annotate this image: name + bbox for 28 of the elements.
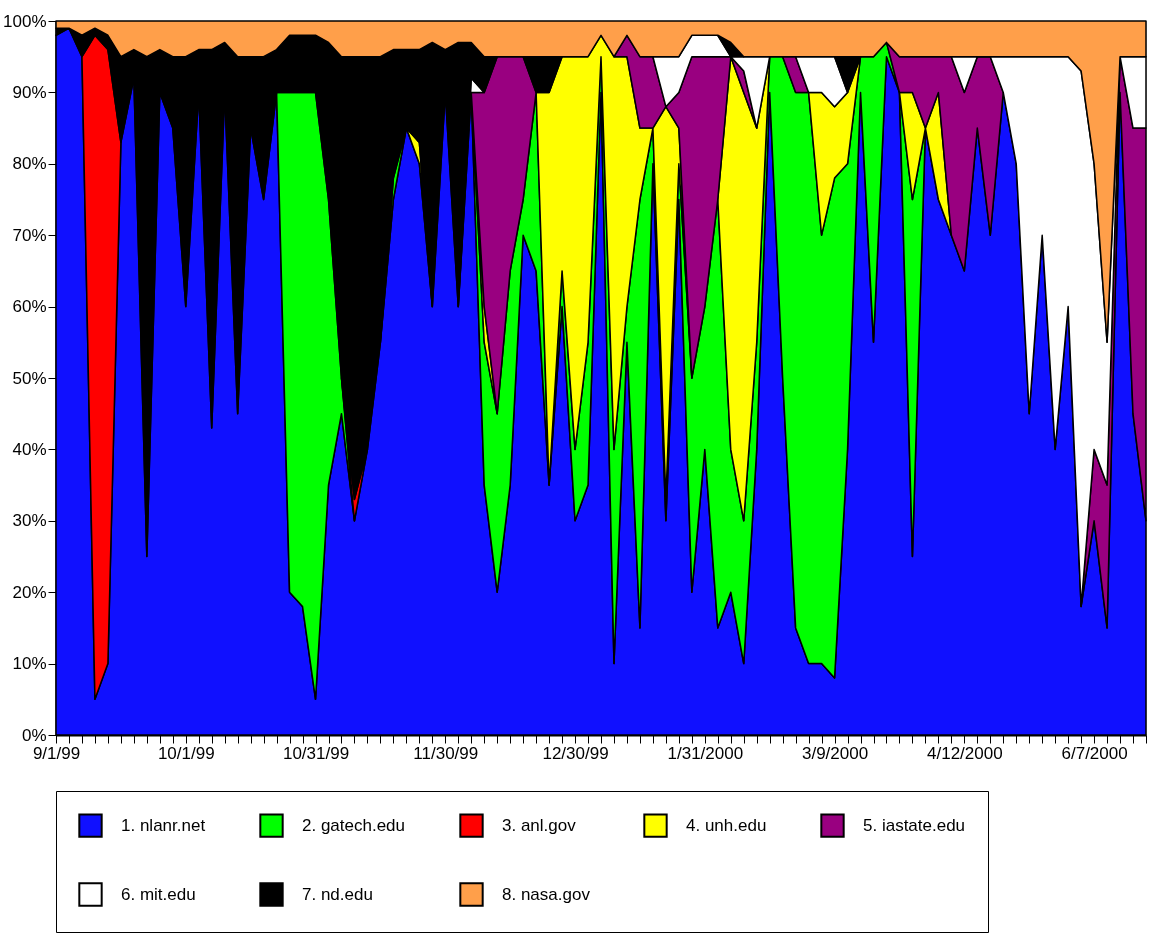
legend-label: 5. iastate.edu	[863, 815, 966, 835]
y-tick-label: 20%	[12, 582, 47, 602]
legend-label: 1. nlanr.net	[121, 815, 206, 835]
y-tick-label: 60%	[12, 297, 47, 317]
y-tick-label: 10%	[12, 654, 47, 674]
legend-label: 2. gatech.edu	[302, 815, 406, 835]
y-tick-label: 0%	[21, 725, 47, 745]
legend-label: 6. mit.edu	[121, 884, 196, 904]
y-tick-label: 40%	[12, 439, 47, 459]
x-tick-label: 12/30/99	[542, 743, 609, 763]
y-tick-label: 80%	[12, 154, 47, 174]
y-tick-label: 100%	[3, 11, 47, 31]
legend-label: 8. nasa.gov	[502, 884, 591, 904]
x-tick-label: 10/1/99	[157, 743, 215, 763]
x-tick-label: 11/30/99	[413, 743, 479, 763]
x-tick-label: 9/1/99	[32, 743, 81, 763]
x-tick-label: 10/31/99	[282, 743, 350, 763]
x-tick-label: 1/31/2000	[667, 743, 744, 763]
y-tick-label: 50%	[12, 368, 47, 388]
legend-label: 4. unh.edu	[686, 815, 767, 835]
y-tick-label: 70%	[12, 225, 47, 245]
x-tick-label: 4/12/2000	[927, 743, 1003, 763]
legend-label: 3. anl.gov	[502, 815, 577, 835]
legend-label: 7. nd.edu	[302, 884, 373, 904]
y-tick-label: 30%	[12, 511, 47, 531]
x-tick-label: 3/9/2000	[801, 743, 869, 763]
y-tick-label: 90%	[12, 82, 47, 102]
x-tick-label: 6/7/2000	[1061, 743, 1128, 763]
